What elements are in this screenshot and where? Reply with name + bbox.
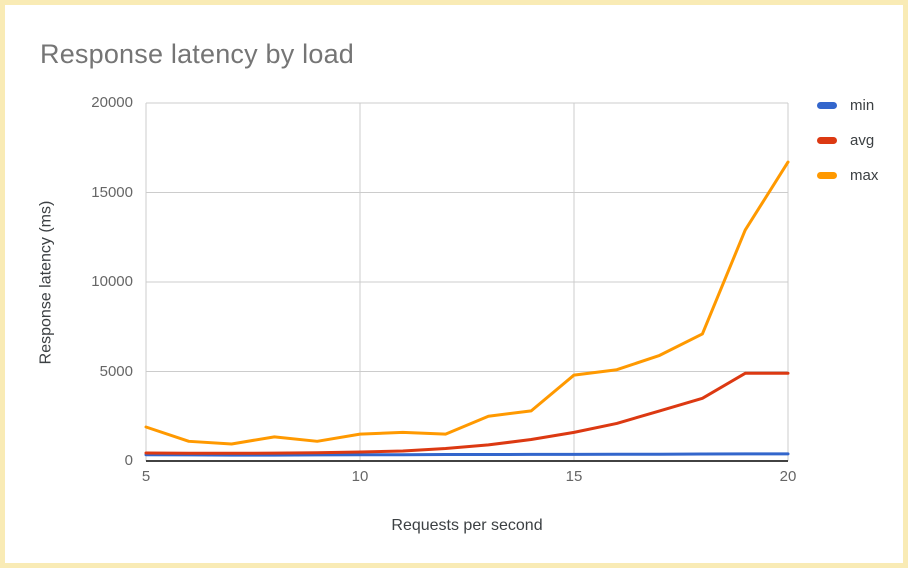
y-tick-label: 5000: [99, 362, 133, 380]
legend-item-avg: avg: [817, 132, 878, 149]
series-line-max: [144, 160, 790, 446]
x-tick-label: 5: [141, 468, 151, 485]
y-axis-title: Response latency (ms): [37, 200, 55, 365]
x-tick-label: 20: [779, 468, 797, 485]
y-tick-label: 0: [124, 452, 133, 469]
y-tick-label: 15000: [91, 183, 133, 201]
line-chart: [144, 102, 790, 462]
legend: min avg max: [817, 97, 878, 202]
x-tick-label: 15: [565, 468, 583, 485]
legend-swatch-avg: [817, 137, 837, 144]
legend-label: min: [850, 97, 875, 114]
legend-swatch-max: [817, 172, 837, 179]
legend-item-max: max: [817, 167, 878, 184]
x-axis-title: Requests per second: [391, 517, 543, 534]
legend-swatch-min: [817, 102, 837, 109]
series-line-avg: [144, 371, 790, 455]
series-line-min: [144, 452, 790, 457]
x-tick-label: 10: [351, 468, 369, 485]
chart-title: Response latency by load: [40, 39, 354, 69]
legend-label: avg: [850, 132, 875, 149]
y-tick-label: 10000: [91, 273, 133, 290]
legend-label: max: [850, 167, 879, 184]
legend-item-min: min: [817, 97, 878, 114]
y-tick-label: 20000: [91, 94, 133, 111]
